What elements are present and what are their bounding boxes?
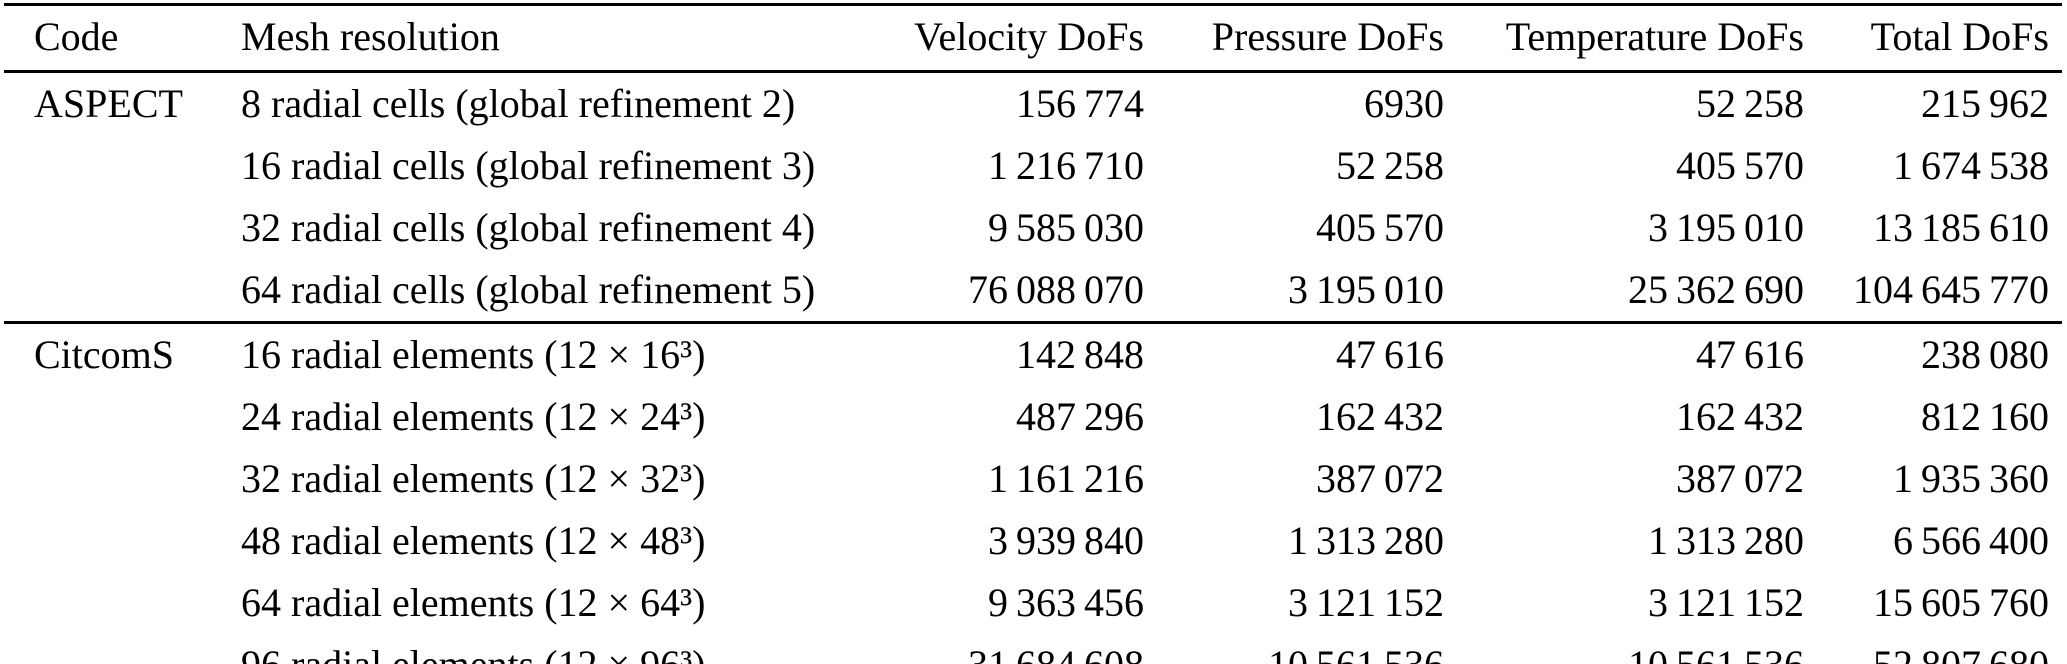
table-header: Code Mesh resolution Velocity DoFs Press…: [4, 4, 2062, 73]
cell-mesh: 64 radial elements (12 × 64³): [241, 580, 706, 625]
cell-velocity-dofs: 156 774: [1015, 81, 1144, 126]
cell-code: [4, 259, 241, 323]
table-row: 96 radial elements (12 × 96³) 31 684 608…: [4, 634, 2062, 664]
cell-velocity-dofs: 31 684 608: [829, 634, 1144, 664]
table-row: 64 radial cells (global refinement 5) 76…: [4, 259, 2062, 323]
cell-pressure-dofs: 3 195 010: [1287, 267, 1444, 312]
table-row: 16 radial cells (global refinement 3) 1 …: [4, 135, 2062, 197]
cell-velocity-dofs: 142 848: [829, 321, 1144, 386]
cell-total-dofs: 104 645 770: [1852, 267, 2049, 312]
cell-pressure-dofs: 162 432: [1315, 394, 1444, 439]
cell-pressure-dofs: 52 258: [1335, 143, 1444, 188]
cell-pressure-dofs: 405 570: [1315, 205, 1444, 250]
cell-pressure-dofs: 10 561 536: [1144, 634, 1444, 664]
dofs-table: Code Mesh resolution Velocity DoFs Press…: [4, 3, 2062, 664]
cell-code: [4, 135, 241, 197]
cell-mesh: 32 radial elements (12 × 32³): [241, 456, 706, 501]
cell-velocity-dofs: 487 296: [1015, 394, 1144, 439]
header-row: Code Mesh resolution Velocity DoFs Press…: [4, 4, 2062, 73]
cell-temperature-dofs: 10 561 536: [1444, 634, 1804, 664]
col-header-code: Code: [4, 4, 241, 73]
cell-velocity-dofs: 1 161 216: [987, 456, 1144, 501]
cell-velocity-dofs: 9 363 456: [987, 580, 1144, 625]
cell-temperature-dofs: 405 570: [1675, 143, 1804, 188]
cell-total-dofs: 812 160: [1920, 394, 2049, 439]
cell-velocity-dofs: 1 216 710: [987, 143, 1144, 188]
cell-mesh: 16 radial elements (12 × 16³): [241, 321, 829, 386]
col-header-mesh-resolution: Mesh resolution: [241, 4, 829, 73]
cell-code: [4, 448, 241, 510]
cell-temperature-dofs: 162 432: [1675, 394, 1804, 439]
cell-mesh: 8 radial cells (global refinement 2): [241, 81, 796, 126]
cell-code: [4, 634, 241, 664]
cell-code: CitcomS: [4, 321, 241, 386]
table-row: ASPECT 8 radial cells (global refinement…: [4, 72, 2062, 136]
table-row: 32 radial cells (global refinement 4) 9 …: [4, 197, 2062, 259]
cell-mesh: 48 radial elements (12 × 48³): [241, 518, 706, 563]
cell-mesh: 24 radial elements (12 × 24³): [241, 394, 706, 439]
cell-total-dofs: 15 605 760: [1872, 580, 2049, 625]
table-row: 32 radial elements (12 × 32³) 1 161 216 …: [4, 448, 2062, 510]
col-header-velocity-dofs: Velocity DoFs: [829, 4, 1144, 73]
cell-mesh: 32 radial cells (global refinement 4): [241, 205, 816, 250]
cell-mesh: 16 radial cells (global refinement 3): [241, 143, 816, 188]
cell-velocity-dofs: 76 088 070: [967, 267, 1144, 312]
cell-total-dofs: 13 185 610: [1872, 205, 2049, 250]
cell-temperature-dofs: 47 616: [1444, 321, 1804, 386]
cell-temperature-dofs: 52 258: [1695, 81, 1804, 126]
cell-temperature-dofs: 1 313 280: [1647, 518, 1804, 563]
section-aspect: ASPECT 8 radial cells (global refinement…: [4, 72, 2062, 323]
cell-temperature-dofs: 25 362 690: [1627, 267, 1804, 312]
cell-code: [4, 197, 241, 259]
cell-pressure-dofs: 6930: [1364, 81, 1444, 126]
cell-total-dofs: 1 935 360: [1892, 456, 2049, 501]
col-header-total-dofs: Total DoFs: [1804, 4, 2062, 73]
table-row: 48 radial elements (12 × 48³) 3 939 840 …: [4, 510, 2062, 572]
cell-total-dofs: 215 962: [1920, 81, 2049, 126]
cell-code: [4, 386, 241, 448]
cell-total-dofs: 238 080: [1804, 321, 2062, 386]
cell-code: [4, 572, 241, 634]
cell-pressure-dofs: 47 616: [1144, 321, 1444, 386]
cell-total-dofs: 1 674 538: [1892, 143, 2049, 188]
cell-total-dofs: 6 566 400: [1892, 518, 2049, 563]
cell-mesh: 96 radial elements (12 × 96³): [241, 634, 829, 664]
col-header-temperature-dofs: Temperature DoFs: [1444, 4, 1804, 73]
cell-pressure-dofs: 1 313 280: [1287, 518, 1444, 563]
cell-mesh: 64 radial cells (global refinement 5): [241, 267, 816, 312]
cell-temperature-dofs: 3 121 152: [1647, 580, 1804, 625]
cell-pressure-dofs: 3 121 152: [1287, 580, 1444, 625]
cell-temperature-dofs: 3 195 010: [1647, 205, 1804, 250]
cell-code: [4, 510, 241, 572]
table-row: CitcomS 16 radial elements (12 × 16³) 14…: [4, 321, 2062, 386]
cell-temperature-dofs: 387 072: [1675, 456, 1804, 501]
cell-total-dofs: 52 807 680: [1804, 634, 2062, 664]
cell-velocity-dofs: 9 585 030: [987, 205, 1144, 250]
table-row: 64 radial elements (12 × 64³) 9 363 456 …: [4, 572, 2062, 634]
table-row: 24 radial elements (12 × 24³) 487 296 16…: [4, 386, 2062, 448]
cell-velocity-dofs: 3 939 840: [987, 518, 1144, 563]
col-header-pressure-dofs: Pressure DoFs: [1144, 4, 1444, 73]
cell-code: ASPECT: [34, 81, 183, 126]
cell-pressure-dofs: 387 072: [1315, 456, 1444, 501]
section-citcoms: CitcomS 16 radial elements (12 × 16³) 14…: [4, 321, 2062, 664]
